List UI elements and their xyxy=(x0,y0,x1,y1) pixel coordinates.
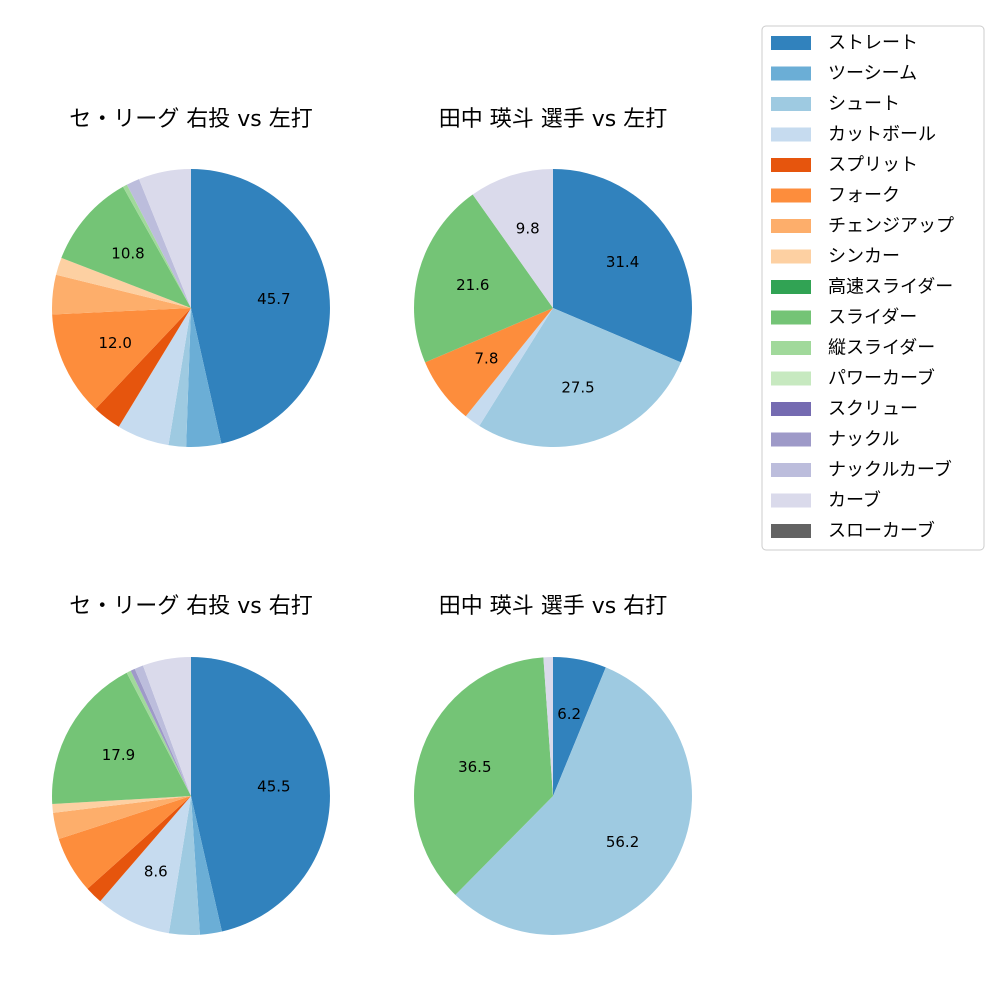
pie-chart-2: 田中 瑛斗 選手 vs 左打 31.4 27.5 7.8 21.6 9.8 xyxy=(414,107,692,448)
pie-slice-value-label: 6.2 xyxy=(557,705,581,723)
legend-label: スライダー xyxy=(828,307,917,328)
legend-swatch xyxy=(771,432,811,447)
pie-slice-value-label: 45.7 xyxy=(257,290,290,308)
pie-slices-2: 31.4 27.5 7.8 21.6 9.8 xyxy=(414,169,692,448)
legend-label: チェンジアップ xyxy=(828,216,954,237)
pie-slice xyxy=(413,657,553,895)
legend-swatch xyxy=(771,371,811,386)
chart-title-2: 田中 瑛斗 選手 vs 左打 xyxy=(439,107,667,132)
pie-slice xyxy=(126,179,191,308)
pie-slice xyxy=(52,796,192,813)
legend-swatch xyxy=(771,158,811,172)
pie-slices-4: 6.2 56.2 36.5 xyxy=(413,657,692,935)
pie-slice xyxy=(168,796,200,935)
pie-slice xyxy=(51,672,191,805)
legend-frame xyxy=(761,25,985,551)
pie-slice-value-label: 7.8 xyxy=(475,349,499,367)
pie-slice xyxy=(126,670,191,796)
pie-slice-value-label: 45.5 xyxy=(257,778,290,796)
legend-swatch xyxy=(771,524,811,538)
pie-slice xyxy=(425,308,553,417)
pie-slice xyxy=(455,667,692,935)
legend-label: ストレート xyxy=(828,33,918,54)
pie-slice xyxy=(134,665,191,796)
pie-slice xyxy=(142,657,191,796)
pie-chart-4: 田中 瑛斗 選手 vs 右打 6.2 56.2 36.5 xyxy=(413,594,692,935)
legend-swatch xyxy=(771,402,811,416)
legend-swatch xyxy=(771,97,811,111)
legend-swatch xyxy=(771,127,811,142)
pie-slice-value-label: 9.8 xyxy=(516,220,540,238)
pie-slice xyxy=(118,308,191,446)
pie-slice-value-label: 56.2 xyxy=(606,833,639,851)
pie-slice-value-label: 21.6 xyxy=(456,276,489,294)
pie-chart-3: セ・リーグ 右投 vs 右打 45.5 8.6 17.9 xyxy=(51,594,330,935)
pie-slice xyxy=(191,169,330,444)
pie-slice xyxy=(52,274,191,315)
legend-swatch xyxy=(771,493,811,508)
pie-slice xyxy=(122,184,191,308)
legend-label: スプリット xyxy=(828,155,918,176)
pie-slice xyxy=(191,657,330,932)
legend-label: シュート xyxy=(828,94,900,115)
chart-title-3: セ・リーグ 右投 vs 右打 xyxy=(69,594,312,619)
pie-slice xyxy=(58,796,191,889)
pie-slice xyxy=(191,796,222,935)
pie-slice xyxy=(87,796,191,902)
legend-swatch xyxy=(771,188,811,203)
legend: ストレートツーシームシュートカットボールスプリットフォークチェンジアップシンカー… xyxy=(761,25,985,551)
legend-label: 縦スライダー xyxy=(828,338,935,359)
pie-slice xyxy=(465,308,553,426)
legend-label: カットボール xyxy=(828,124,936,145)
pie-slice xyxy=(56,257,191,308)
pie-slice-value-label: 31.4 xyxy=(606,253,639,271)
legend-label: ナックル xyxy=(828,429,899,450)
pie-slice xyxy=(95,308,191,427)
pie-slice xyxy=(553,657,606,796)
legend-label: フォーク xyxy=(828,185,900,206)
pie-chart-1: セ・リーグ 右投 vs 左打 45.7 12.0 10.8 xyxy=(52,107,330,447)
legend-label: パワーカーブ xyxy=(828,367,935,389)
pie-slices-1: 45.7 12.0 10.8 xyxy=(52,169,330,447)
pie-slice xyxy=(53,796,191,839)
pie-slice xyxy=(61,186,191,308)
pie-slice xyxy=(100,796,191,934)
legend-swatch xyxy=(771,463,811,477)
legend-label: シンカー xyxy=(828,246,900,267)
pie-slice-value-label: 10.8 xyxy=(111,244,144,262)
legend-label: スクリュー xyxy=(828,399,918,420)
legend-swatch xyxy=(771,36,811,50)
legend-swatch xyxy=(771,280,811,294)
pie-slices-3: 45.5 8.6 17.9 xyxy=(51,657,330,935)
pie-slice-value-label: 36.5 xyxy=(458,758,491,776)
legend-label: カーブ xyxy=(828,489,881,511)
pie-slice-value-label: 12.0 xyxy=(98,334,131,352)
pie-slice xyxy=(543,657,553,796)
legend-swatch xyxy=(771,66,811,81)
chart-title-1: セ・リーグ 右投 vs 左打 xyxy=(69,107,312,132)
pie-slice xyxy=(130,668,191,796)
pie-slice-value-label: 17.9 xyxy=(102,746,135,764)
pie-slice xyxy=(479,308,681,448)
pie-slice xyxy=(168,308,191,447)
legend-label: ナックルカーブ xyxy=(828,459,952,481)
pie-slice-value-label: 8.6 xyxy=(144,863,168,881)
legend-label: スローカーブ xyxy=(828,520,935,542)
legend-label: ツーシーム xyxy=(828,63,917,84)
chart-title-4: 田中 瑛斗 選手 vs 右打 xyxy=(439,594,667,619)
legend-swatch xyxy=(771,219,811,233)
pie-slice xyxy=(472,169,553,308)
pie-slice xyxy=(52,308,192,409)
pie-slice-value-label: 27.5 xyxy=(561,379,594,397)
pie-slice xyxy=(553,169,692,363)
pie-slice xyxy=(186,308,222,447)
legend-swatch xyxy=(771,310,811,325)
legend-swatch xyxy=(771,249,811,264)
pie-slice xyxy=(414,194,553,363)
pie-slice xyxy=(138,169,191,308)
legend-label: 高速スライダー xyxy=(828,277,953,298)
legend-swatch xyxy=(771,341,811,355)
